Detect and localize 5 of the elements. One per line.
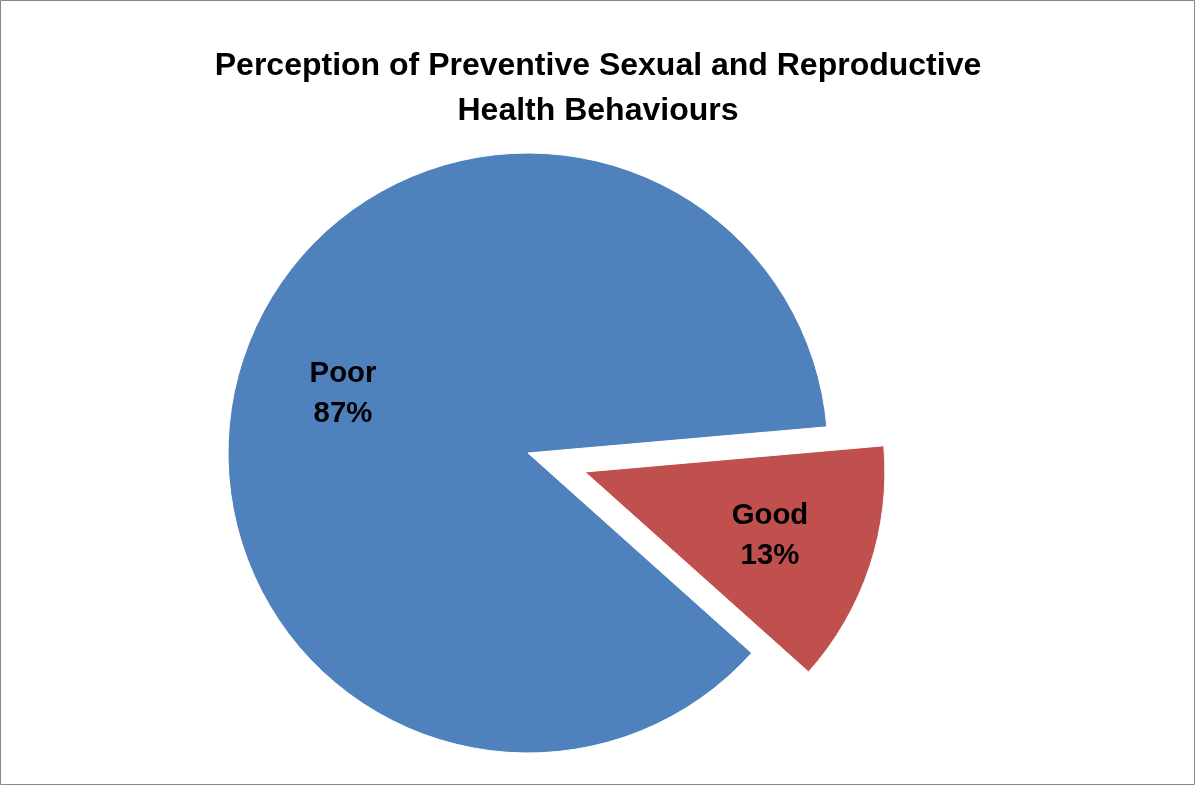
chart-title: Perception of Preventive Sexual and Reproductive Health Behaviours: [214, 45, 982, 127]
data-label: 87%: [313, 394, 373, 428]
data-label: 13%: [740, 536, 800, 570]
slice-label: Good: [731, 497, 809, 531]
slice-label: Poor: [309, 355, 377, 389]
